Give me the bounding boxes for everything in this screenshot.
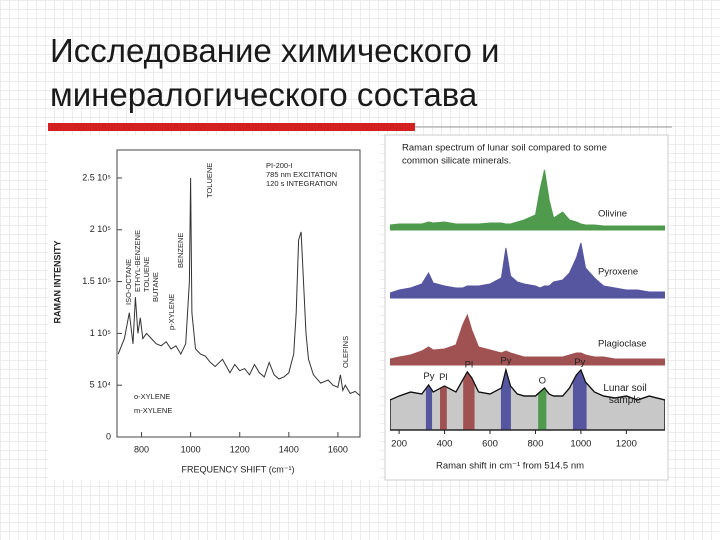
x-tick-label: 400 bbox=[437, 439, 453, 450]
band-label: Pl bbox=[439, 372, 447, 383]
plot-frame bbox=[116, 149, 361, 438]
legend-label: Pyroxene bbox=[598, 267, 638, 278]
band bbox=[538, 370, 547, 430]
peak-annotation: 785 nm EXCITATION bbox=[266, 170, 337, 179]
spectrum-line bbox=[117, 177, 361, 396]
y-tick-label: 1.5 10⁵ bbox=[82, 276, 111, 286]
x-tick-label: 1600 bbox=[328, 444, 348, 454]
peak-annotation: ISO-OCTANE bbox=[124, 259, 133, 305]
peak-annotation: BUTANE bbox=[151, 272, 160, 302]
sample-line bbox=[390, 367, 665, 431]
band-label: Pl bbox=[465, 360, 473, 371]
x-tick-label: 200 bbox=[391, 439, 407, 450]
band bbox=[440, 370, 447, 430]
band-label: O bbox=[539, 376, 546, 387]
peak-annotation: ETHYL-BENZENE bbox=[133, 230, 142, 292]
legend-label: Lunar soil sample bbox=[603, 383, 647, 406]
band bbox=[425, 370, 433, 430]
y-tick-label: 5 10⁴ bbox=[90, 380, 112, 390]
peak-annotation: p-XYLENE bbox=[167, 294, 176, 330]
peak-annotation: TOLUENE bbox=[142, 257, 151, 292]
legend-label: Olivine bbox=[598, 209, 627, 220]
band-label: Py bbox=[423, 371, 434, 382]
x-tick-label: 600 bbox=[482, 439, 498, 450]
peak-annotation: 120 s INTEGRATION bbox=[266, 179, 337, 188]
x-tick-label: 1200 bbox=[230, 444, 250, 454]
peak-annotation: m-XYLENE bbox=[134, 406, 172, 415]
y-tick-label: 2.5 10⁵ bbox=[82, 172, 111, 182]
chart-title: Raman spectrum of lunar soil compared to… bbox=[402, 143, 607, 154]
x-tick-label: 1000 bbox=[181, 444, 201, 454]
y-tick-label: 0 bbox=[106, 431, 111, 441]
peak-annotation: PI-200-I bbox=[266, 161, 293, 170]
x-tick-label: 1200 bbox=[616, 439, 637, 450]
band-label: Py bbox=[500, 356, 511, 367]
peak-annotation: o-XYLENE bbox=[134, 392, 170, 401]
mineral-area bbox=[390, 169, 665, 231]
x-axis-label: Raman shift in cm⁻¹ from 514.5 nm bbox=[436, 461, 584, 472]
band bbox=[463, 370, 475, 430]
peak-annotation: TOLUENE bbox=[205, 163, 214, 198]
plot-area bbox=[390, 169, 665, 431]
y-axis-label: RAMAN INTENSITY bbox=[52, 241, 62, 324]
x-tick-label: 1000 bbox=[570, 439, 591, 450]
x-tick-label: 800 bbox=[528, 439, 544, 450]
x-axis-label: FREQUENCY SHIFT (cm⁻¹) bbox=[182, 464, 295, 474]
title-line: минералогического состава bbox=[50, 76, 478, 113]
band-group bbox=[425, 370, 587, 430]
title-line: Исследование химического и bbox=[50, 32, 499, 69]
chart-title: common silicate minerals. bbox=[402, 156, 511, 167]
x-tick-label: 1400 bbox=[279, 444, 299, 454]
band bbox=[500, 370, 511, 430]
band-label: Py bbox=[574, 357, 585, 368]
mineral-area bbox=[390, 313, 665, 366]
accent-bar bbox=[48, 123, 415, 131]
y-tick-label: 1 10⁵ bbox=[90, 328, 112, 338]
band bbox=[572, 370, 587, 430]
legend-label: Plagioclase bbox=[598, 339, 647, 350]
x-tick-label: 800 bbox=[134, 444, 149, 454]
peak-annotation: BENZENE bbox=[176, 233, 185, 268]
mineral-area bbox=[390, 242, 665, 299]
peak-annotation: OLEFINS bbox=[341, 336, 350, 368]
left-panel bbox=[48, 135, 380, 480]
y-tick-label: 2 10⁵ bbox=[90, 224, 112, 234]
